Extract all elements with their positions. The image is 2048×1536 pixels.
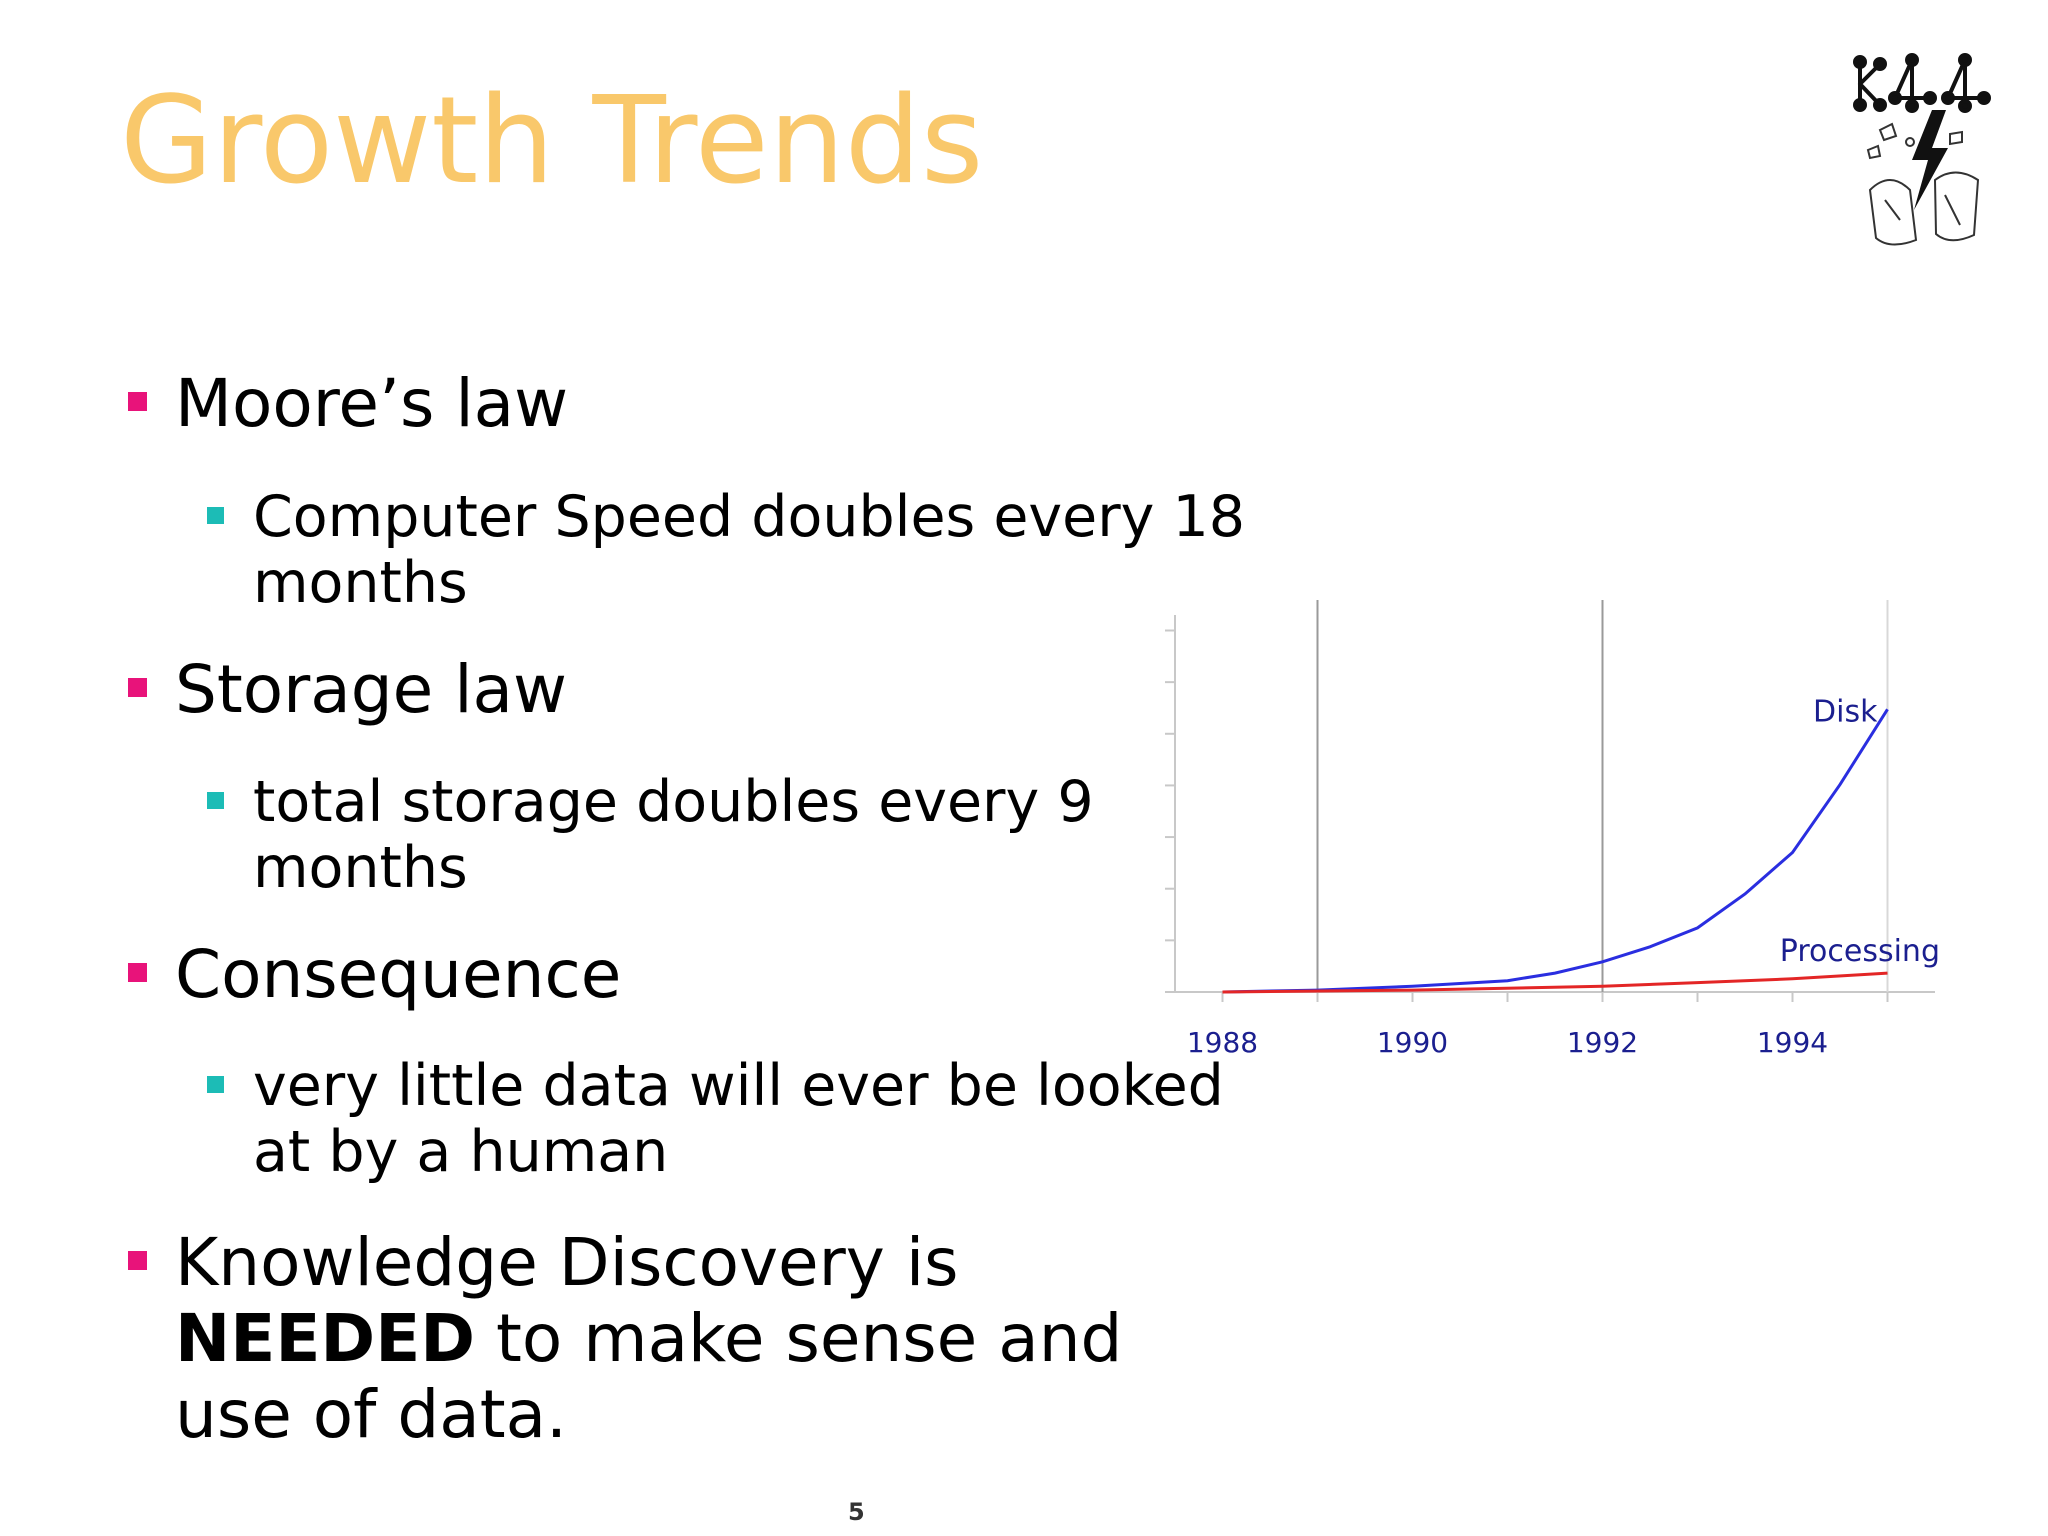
series-line-processing [1222,971,1888,994]
sub-bullet-square-icon [207,792,224,809]
x-tick-label: 1994 [1757,1026,1828,1059]
sub-bullet-text: Computer Speed doubles every 18 months [253,484,1246,616]
bullet-text: Storage law [175,651,567,728]
sub-bullet-item: total storage doubles every 9 months [207,769,1253,901]
logo-icon [1853,53,1991,246]
bullet-text-bold: NEEDED [175,1300,476,1377]
bullet-item: Knowledge Discovery is NEEDED to make se… [128,1224,1225,1453]
growth-chart: 1988 1990 1992 1994 Disk Processing [1165,600,1940,1059]
x-tick-label: 1988 [1187,1026,1258,1059]
sub-bullet-item: Computer Speed doubles every 18 months [207,484,1253,616]
bullet-square-icon [128,963,147,982]
sub-bullet-text: very little data will ever be looked at … [253,1053,1224,1185]
bullet-item: Consequence [128,936,1225,1013]
page-number: 5 [848,1498,865,1526]
bullet-item: Storage law [128,651,1225,728]
sub-bullet-square-icon [207,507,224,524]
sub-bullet-item: very little data will ever be looked at … [207,1053,1253,1185]
bullet-text-before: Knowledge Discovery is [175,1224,959,1301]
series-line-disk [1222,708,1889,994]
series-label-processing: Processing [1780,934,1940,969]
sub-bullet-square-icon [207,1076,224,1093]
bullet-square-icon [128,678,147,697]
bullet-item: Moore’s law [128,365,1225,442]
series-label-disk: Disk [1813,694,1878,729]
sub-bullet-text: total storage doubles every 9 months [253,769,1094,901]
bullet-text-after: to make sense and use of data. [175,1300,1123,1453]
slide-title: Growth Trends [120,72,984,211]
x-tick-label: 1990 [1377,1026,1448,1059]
x-tick-label: 1992 [1567,1026,1638,1059]
bullet-text: Consequence [175,936,622,1013]
bullet-list: Moore’s law Computer Speed doubles every… [128,365,1253,1453]
bullet-square-icon [128,392,147,411]
bullet-text: Moore’s law [175,365,569,442]
bullet-square-icon [128,1251,147,1270]
